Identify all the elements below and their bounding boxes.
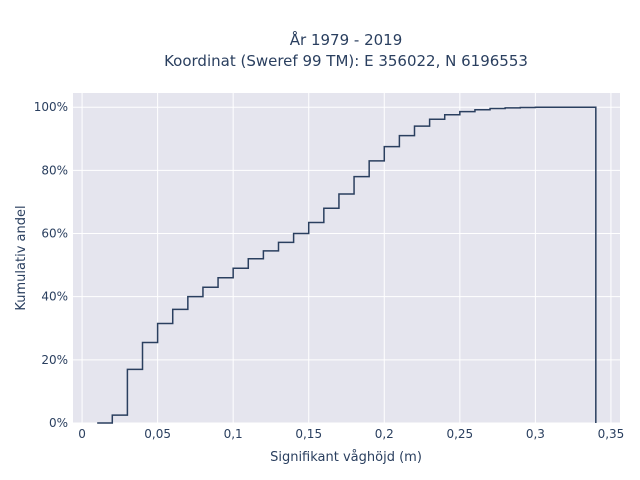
- x-tick-label: 0,05: [144, 427, 171, 441]
- y-tick-label: 40%: [41, 290, 68, 304]
- x-axis-title: Signifikant våghöjd (m): [270, 450, 422, 465]
- y-tick-label: 20%: [41, 353, 68, 367]
- y-axis-ticks: 0% 20% 40% 60% 80% 100%: [34, 100, 68, 430]
- x-tick-label: 0,2: [375, 427, 394, 441]
- y-tick-label: 100%: [34, 100, 68, 114]
- grid-lines: [73, 93, 620, 424]
- x-tick-label: 0,1: [224, 427, 243, 441]
- x-axis-ticks: 0 0,05 0,1 0,15 0,2 0,25 0,3 0,35: [78, 427, 624, 441]
- cumulative-step-line: [97, 106, 597, 424]
- y-tick-label: 60%: [41, 227, 68, 241]
- x-tick-label: 0,3: [526, 427, 545, 441]
- x-tick-label: 0: [78, 427, 86, 441]
- plot-area: [73, 93, 620, 423]
- y-tick-label: 0%: [49, 416, 68, 430]
- x-tick-label: 0,35: [598, 427, 625, 441]
- chart-title-line-2: Koordinat (Sweref 99 TM): E 356022, N 61…: [164, 52, 528, 70]
- y-tick-label: 80%: [41, 163, 68, 177]
- chart-title-line-1: År 1979 - 2019: [290, 30, 403, 49]
- y-axis-title: Kumulativ andel: [14, 205, 29, 310]
- x-tick-label: 0,15: [295, 427, 322, 441]
- x-tick-label: 0,25: [446, 427, 473, 441]
